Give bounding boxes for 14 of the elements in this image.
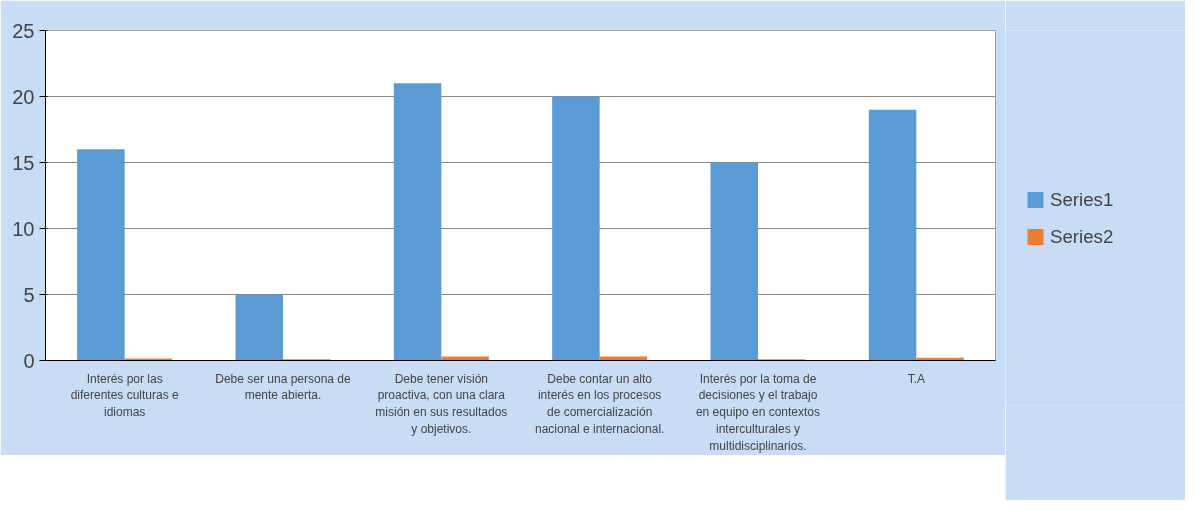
x-tick-label: T.A xyxy=(907,371,926,386)
x-tick-label: Debe contar un alto interés en los procesos de comercialización nacional e internacional. xyxy=(534,371,665,436)
x-tick-label: Interés por la toma de decisiones y el trabajo en equipo en contextos interculturales y multidisciplinarios. xyxy=(695,371,821,453)
y-tick-label: 0 xyxy=(23,349,35,372)
y-tick-label: 15 xyxy=(12,151,35,174)
y-tick-label: 25 xyxy=(12,19,35,42)
y-tick-label: 20 xyxy=(12,85,35,108)
x-tick-label: Interés por las diferentes culturas e idiomas xyxy=(70,371,180,420)
x-tick-label: Debe tener visión proactiva, con una clara misión en sus resultados y objetivos. xyxy=(375,371,508,436)
y-tick-label: 5 xyxy=(23,283,35,306)
legend-label: Series2 xyxy=(1050,225,1114,247)
legend-label: Series1 xyxy=(1050,188,1114,210)
y-tick-label: 10 xyxy=(12,217,35,240)
x-tick-label: Debe ser una persona de mente abierta. xyxy=(215,371,352,403)
